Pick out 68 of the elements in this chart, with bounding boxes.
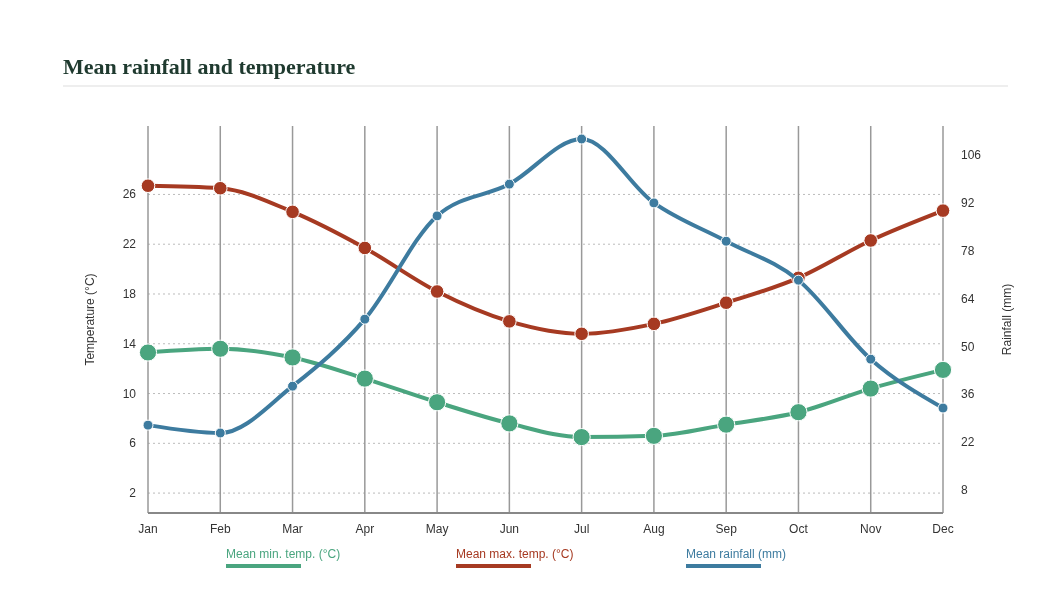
point	[211, 339, 230, 358]
y2-tick-label: 106	[961, 148, 982, 163]
point	[500, 414, 519, 433]
point	[646, 316, 662, 332]
x-tick-label: Sep	[715, 522, 738, 536]
point	[359, 313, 371, 325]
y2-tick-label: 50	[961, 339, 975, 354]
point	[138, 343, 158, 362]
y-tick-label: 6	[129, 436, 137, 451]
chart-title: Mean rainfall and temperature	[63, 54, 356, 79]
point	[140, 178, 156, 194]
x-tick-label: Apr	[355, 522, 375, 536]
y2-tick-label: 8	[961, 483, 968, 498]
point	[142, 419, 154, 431]
point	[720, 235, 732, 247]
y-tick-label: 26	[122, 187, 137, 202]
x-tick-label: Jan	[138, 522, 158, 536]
point	[429, 284, 445, 299]
x-tick-label: Mar	[282, 522, 303, 536]
x-tick-label: Jun	[499, 522, 520, 536]
point	[644, 426, 664, 445]
point	[576, 133, 588, 145]
point	[285, 204, 300, 220]
point	[431, 210, 443, 222]
point	[935, 203, 951, 218]
point	[574, 326, 589, 342]
point	[789, 403, 808, 422]
point	[283, 348, 302, 367]
point	[933, 360, 953, 379]
point	[502, 314, 517, 329]
y-tick-label: 2	[129, 486, 137, 501]
text: Mean min. temp. (°C)	[226, 547, 341, 561]
y2-tick-label: 36	[961, 387, 975, 402]
point	[792, 274, 804, 286]
point	[865, 353, 877, 365]
y-tick-label: 18	[122, 286, 137, 301]
point	[214, 427, 226, 439]
x-tick-label: Feb	[209, 522, 231, 536]
y2-tick-label: 78	[961, 243, 975, 258]
point	[503, 178, 515, 190]
point	[355, 369, 374, 388]
x-tick-label: Aug	[643, 522, 665, 536]
y2-tick-label: 22	[961, 435, 975, 450]
point	[212, 180, 228, 196]
text: Mean max. temp. (°C)	[456, 547, 574, 561]
point	[287, 380, 299, 392]
point	[648, 197, 660, 209]
x-tick-label: Jul	[573, 522, 590, 536]
y2-tick-label: 64	[961, 291, 975, 306]
point	[572, 427, 591, 447]
x-tick-label: Nov	[860, 522, 882, 536]
y2-tick-label: 92	[961, 195, 975, 210]
y2-axis-title: Rainfall (mm)	[1000, 283, 1014, 356]
x-tick-label: Dec	[932, 522, 954, 536]
point	[718, 295, 734, 310]
x-tick-label: May	[425, 522, 449, 536]
y-tick-label: 14	[122, 336, 137, 351]
point	[863, 233, 879, 248]
point	[427, 393, 447, 412]
y-axis-title: Temperature (°C)	[83, 273, 97, 366]
y-tick-label: 22	[122, 237, 137, 252]
point	[717, 415, 736, 434]
point	[937, 402, 949, 414]
text: Mean rainfall (mm)	[686, 547, 787, 561]
point	[861, 379, 880, 398]
point	[357, 240, 373, 256]
x-tick-label: Oct	[789, 522, 809, 536]
y-tick-label: 10	[122, 386, 137, 401]
